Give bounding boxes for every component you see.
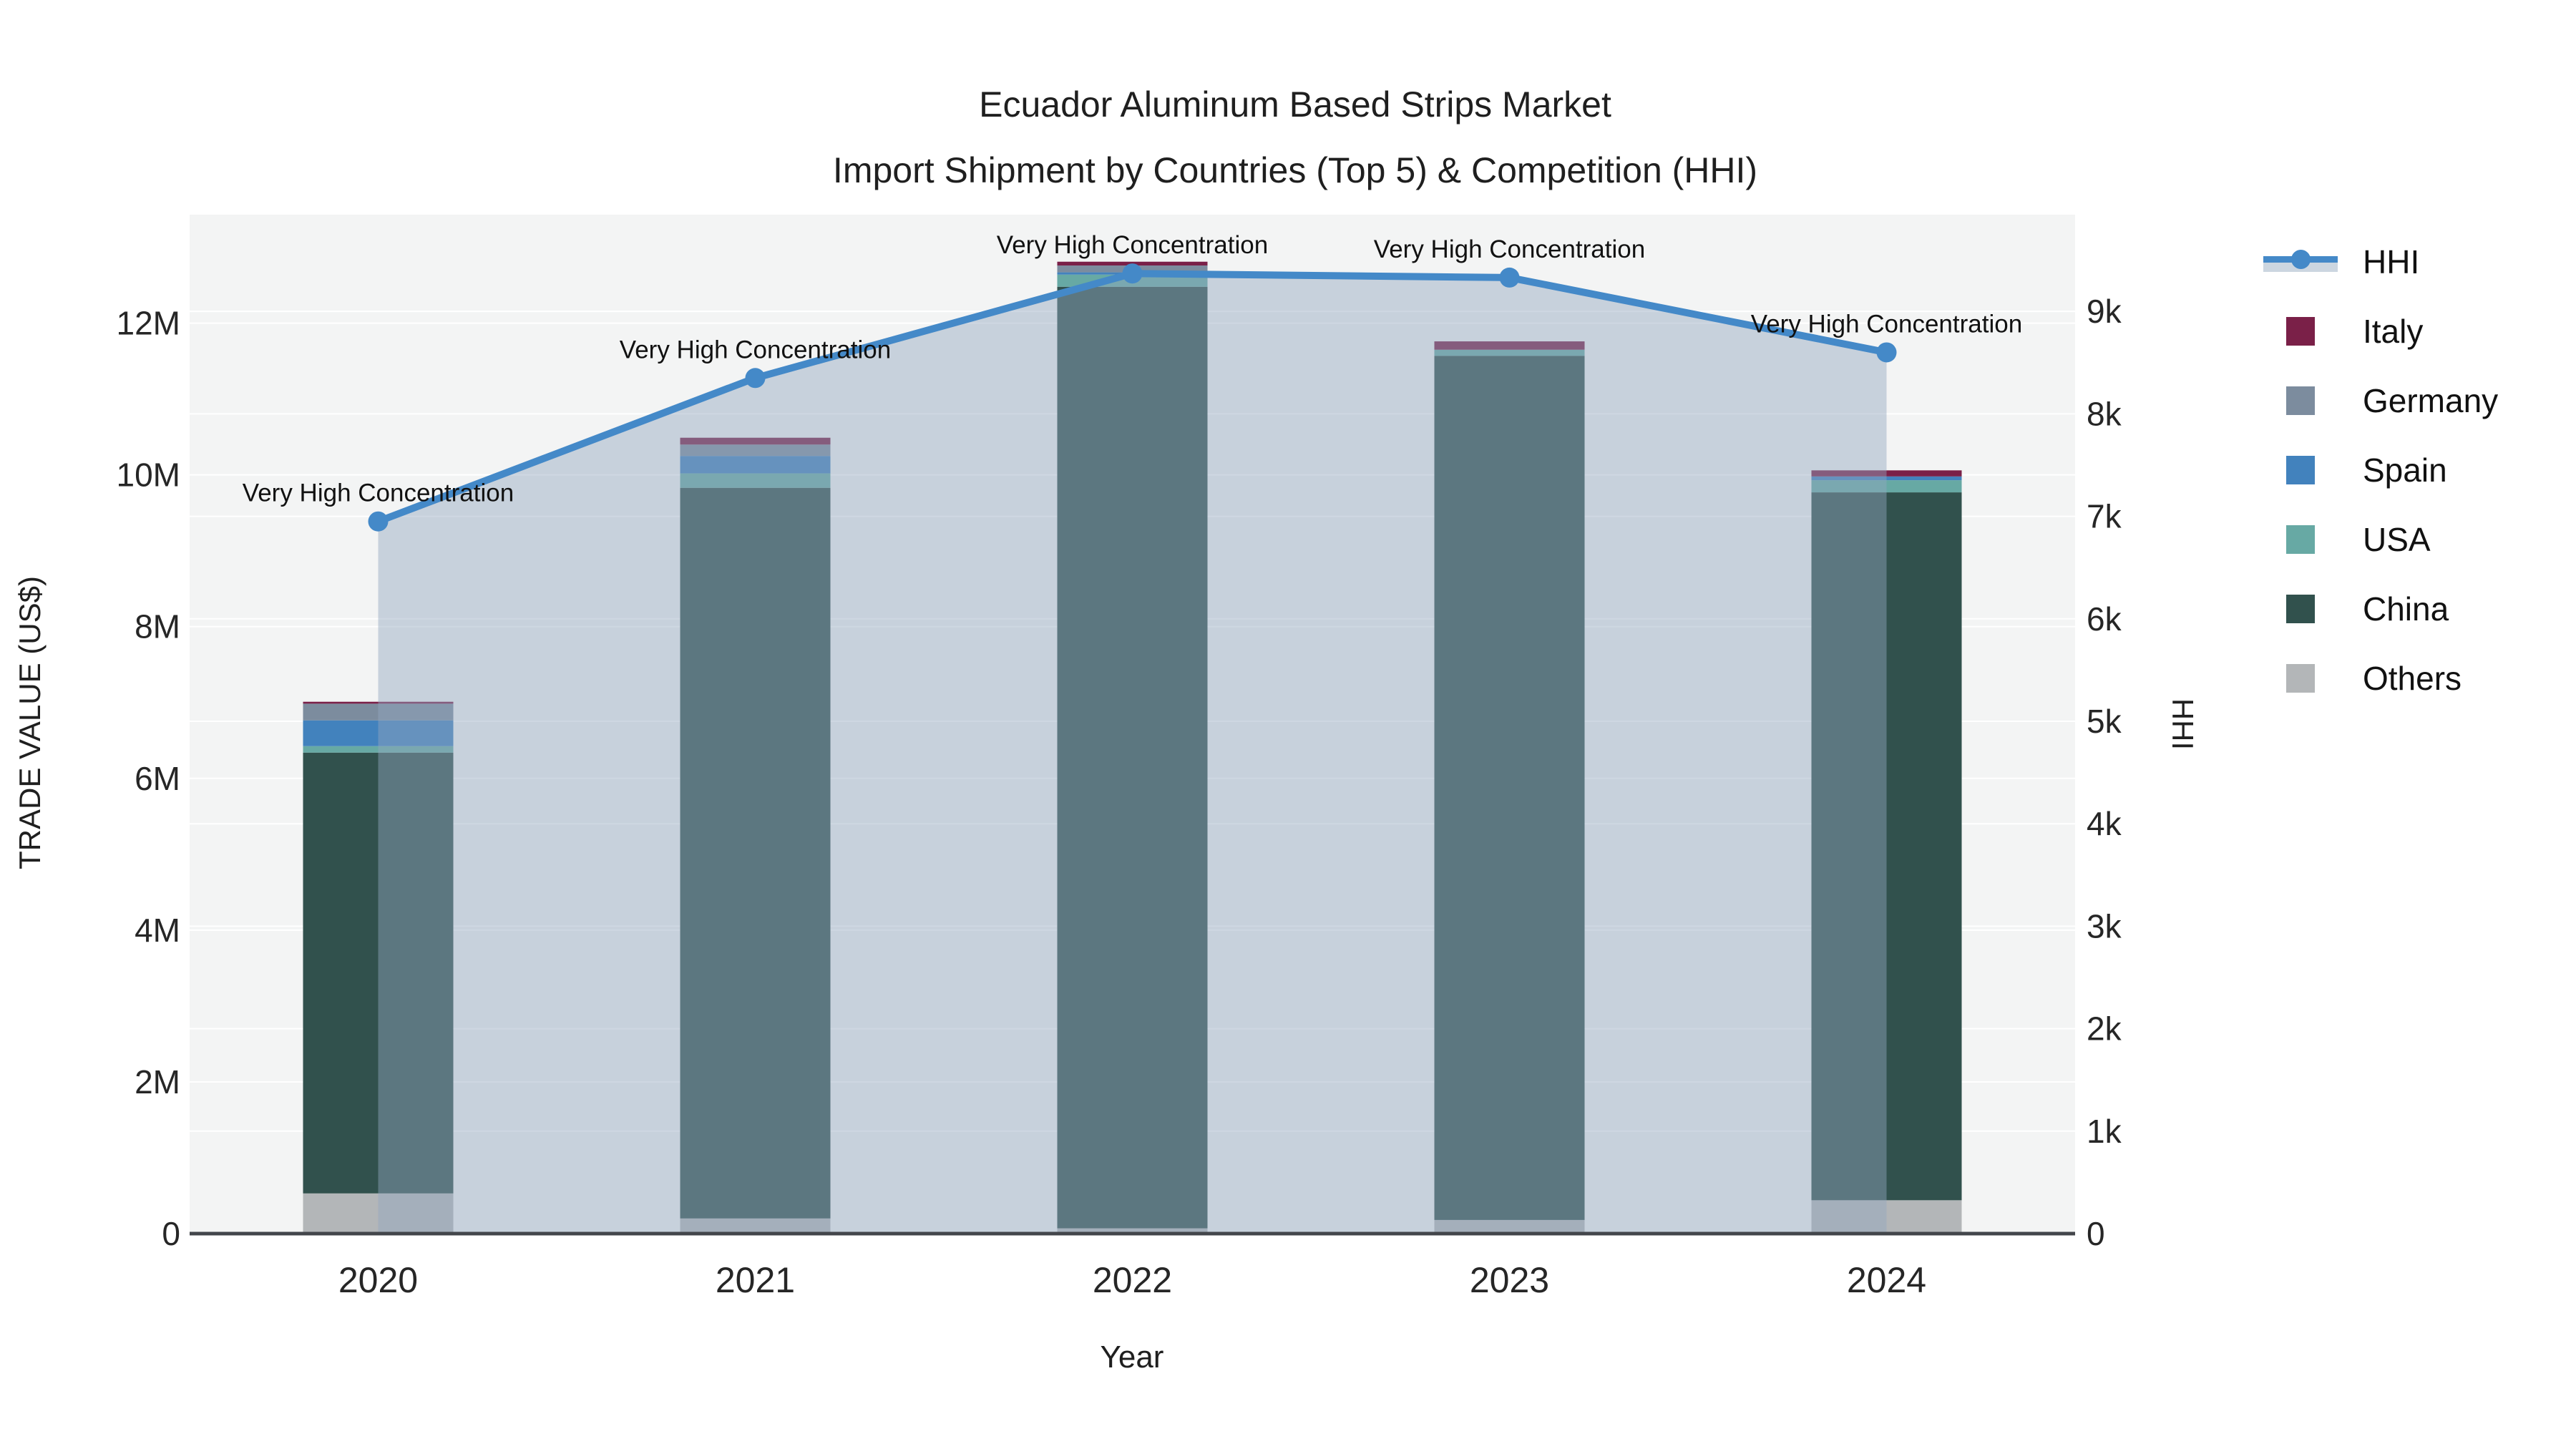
bar-segment-china-2020[interactable] [303, 752, 454, 1194]
annotation-2024: Very High Concentration [1751, 310, 2022, 338]
x-tick-label-2020: 2020 [338, 1260, 418, 1300]
bar-segment-spain-2020[interactable] [303, 720, 454, 746]
bar-segment-usa-2021[interactable] [680, 473, 831, 488]
y-left-tick-label: 8M [135, 608, 180, 645]
stacked-bars [303, 261, 1962, 1234]
y-left-tick-label: 6M [135, 760, 180, 797]
chart-title-line1: Ecuador Aluminum Based Strips Market [979, 84, 1611, 125]
y-right-tick-label: 4k [2087, 805, 2122, 842]
y-right-tick-label: 7k [2087, 498, 2122, 535]
bar-segment-china-2022[interactable] [1057, 286, 1208, 1229]
y-right-tick-label: 1k [2087, 1113, 2122, 1150]
bar-segment-others-2021[interactable] [680, 1218, 831, 1234]
bar-segment-others-2024[interactable] [1811, 1200, 1962, 1234]
legend-item-spain[interactable]: Spain [2254, 435, 2498, 504]
annotation-2023: Very High Concentration [1374, 235, 1645, 263]
bar-segment-italy-2023[interactable] [1434, 341, 1585, 350]
legend-item-germany[interactable]: Germany [2254, 366, 2498, 435]
hhi-line-swatch-icon [2254, 246, 2347, 278]
hhi-point-2021[interactable] [745, 368, 766, 389]
legend-label: Others [2363, 659, 2462, 697]
legend-label: USA [2363, 520, 2431, 558]
annotation-2021: Very High Concentration [620, 336, 891, 364]
y-right-axis-title: HHI [2166, 698, 2200, 751]
y-right-tick-label: 0 [2087, 1215, 2105, 1252]
hhi-point-2023[interactable] [1499, 267, 1520, 288]
chart-title-line2: Import Shipment by Countries (Top 5) & C… [832, 150, 1758, 190]
y-right-tick-label: 8k [2087, 395, 2122, 432]
legend-item-usa[interactable]: USA [2254, 504, 2498, 574]
bar-segment-spain-2021[interactable] [680, 456, 831, 474]
y-left-tick-label: 12M [117, 305, 180, 342]
legend-label: Italy [2363, 312, 2424, 350]
y-right-tick-label: 5k [2087, 703, 2122, 740]
y-right-tick-label: 2k [2087, 1010, 2122, 1048]
bar-segment-china-2021[interactable] [680, 487, 831, 1219]
y-left-tick-label: 0 [162, 1215, 180, 1252]
hhi-point-2022[interactable] [1122, 263, 1143, 284]
legend: HHI Italy Germany Spain USA China Others [2254, 227, 2498, 713]
bar-segment-others-2020[interactable] [303, 1193, 454, 1234]
bar-segment-others-2022[interactable] [1057, 1228, 1208, 1234]
legend-item-hhi[interactable]: HHI [2254, 227, 2498, 296]
x-tick-label-2021: 2021 [716, 1260, 795, 1300]
usa-color-swatch-icon [2254, 525, 2347, 554]
legend-item-italy[interactable]: Italy [2254, 296, 2498, 366]
chart-title: Ecuador Aluminum Based Strips Market Imp… [833, 72, 1757, 203]
x-axis-title: Year [1100, 1340, 1164, 1375]
y-right-tick-label: 9k [2087, 293, 2122, 330]
others-color-swatch-icon [2254, 663, 2347, 693]
germany-color-swatch-icon [2254, 386, 2347, 415]
hhi-area-fill [378, 273, 1887, 1234]
x-tick-label-2024: 2024 [1847, 1260, 1926, 1300]
bar-segment-usa-2020[interactable] [303, 746, 454, 753]
y-right-tick-label: 6k [2087, 600, 2122, 638]
bar-segment-spain-2024[interactable] [1811, 476, 1962, 481]
annotation-2022: Very High Concentration [997, 231, 1268, 259]
bar-segment-germany-2021[interactable] [680, 444, 831, 457]
y-right-tick-label: 3k [2087, 907, 2122, 945]
x-tick-label-2022: 2022 [1093, 1260, 1172, 1300]
bar-segment-china-2024[interactable] [1811, 492, 1962, 1201]
y-left-tick-label: 2M [135, 1063, 180, 1101]
legend-label: China [2363, 590, 2449, 628]
bar-segment-italy-2020[interactable] [303, 701, 454, 704]
hhi-point-2020[interactable] [368, 511, 389, 532]
y-left-tick-label: 10M [117, 457, 180, 494]
china-color-swatch-icon [2254, 594, 2347, 623]
hhi-point-2024[interactable] [1876, 342, 1897, 363]
spain-color-swatch-icon [2254, 455, 2347, 484]
bar-segment-china-2023[interactable] [1434, 356, 1585, 1220]
bar-segment-germany-2020[interactable] [303, 703, 454, 721]
bar-segment-usa-2024[interactable] [1811, 480, 1962, 493]
legend-item-others[interactable]: Others [2254, 643, 2498, 713]
x-tick-label-2023: 2023 [1470, 1260, 1549, 1300]
italy-color-swatch-icon [2254, 316, 2347, 346]
legend-item-china[interactable]: China [2254, 574, 2498, 643]
bar-segment-usa-2023[interactable] [1434, 349, 1585, 356]
legend-label: Germany [2363, 381, 2499, 419]
bar-segment-italy-2021[interactable] [680, 437, 831, 445]
y-left-axis-title: TRADE VALUE (US$) [13, 576, 47, 869]
y-left-tick-label: 4M [135, 912, 180, 949]
legend-label: HHI [2363, 243, 2420, 280]
bar-segment-others-2023[interactable] [1434, 1219, 1585, 1234]
annotation-2020: Very High Concentration [243, 479, 514, 507]
bar-segment-italy-2024[interactable] [1811, 470, 1962, 477]
legend-label: Spain [2363, 451, 2447, 489]
